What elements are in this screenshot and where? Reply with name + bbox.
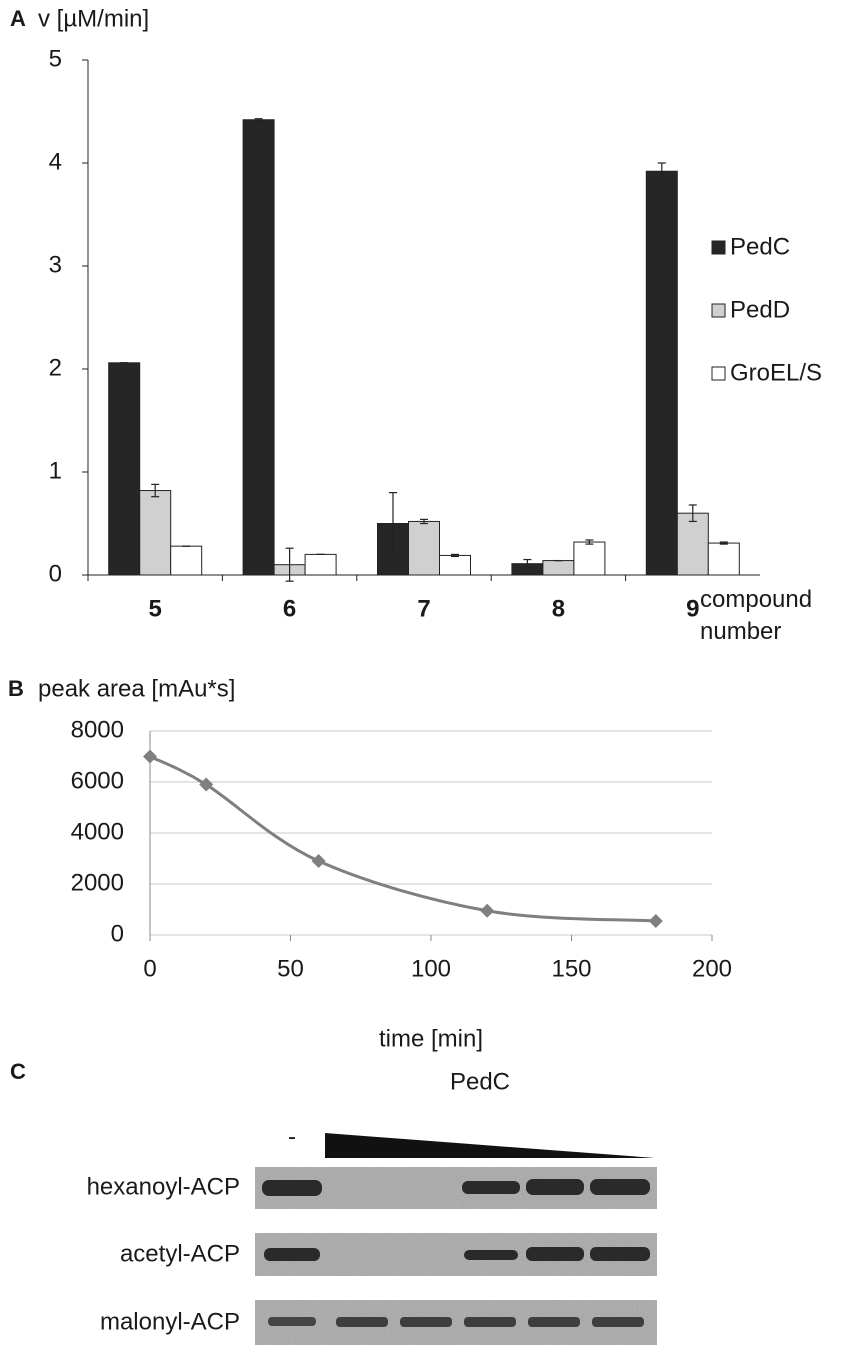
legend-label: GroEL/S [730, 359, 822, 386]
x-tick-label: 200 [692, 955, 732, 982]
error-bar [451, 553, 459, 558]
line [149, 755, 656, 923]
marker [648, 913, 663, 928]
y-tick-label: 5 [49, 45, 62, 72]
legend-swatch [711, 366, 726, 381]
y-tick-label: 2 [49, 354, 62, 381]
control-label: - [288, 1123, 296, 1150]
legend-swatch [711, 303, 726, 318]
error-bar [285, 547, 294, 582]
y-tick-label: 1 [49, 457, 62, 484]
marker [311, 854, 326, 869]
panel-label: A [10, 6, 26, 31]
row-label: malonyl-ACP [100, 1308, 240, 1335]
x-tick-label: 0 [143, 955, 156, 982]
gel-bands [262, 1179, 650, 1327]
y-tick-label: 4000 [71, 818, 124, 845]
legend-label: PedC [730, 233, 790, 260]
y-tick-label: 2000 [71, 869, 124, 896]
bar [408, 520, 440, 576]
y-tick-label: 3 [49, 251, 62, 278]
x-axis-title: time [min] [379, 1025, 483, 1052]
panel-label: C [10, 1059, 26, 1084]
bar [573, 541, 606, 576]
x-tick-label: 50 [277, 955, 304, 982]
x-tick-label: 100 [411, 955, 451, 982]
bar [242, 119, 275, 576]
error-bar [719, 541, 728, 545]
error-bar [389, 492, 397, 556]
error-bar [151, 483, 160, 498]
bar [542, 560, 575, 576]
x-tick-label: 6 [283, 595, 296, 622]
error-bar [254, 118, 263, 122]
gel-title: PedC [450, 1068, 510, 1095]
error-bar [523, 558, 532, 569]
x-tick-label: 9 [686, 595, 699, 622]
y-tick-label: 4 [49, 148, 62, 175]
error-bar [420, 518, 428, 525]
x-axis-title: compound number [700, 586, 813, 645]
row-label: acetyl-ACP [120, 1240, 240, 1267]
bar [439, 554, 471, 576]
y-axis-title: peak area [mAu*s] [38, 675, 235, 702]
bar [676, 512, 709, 576]
bar [170, 545, 203, 576]
row-label: hexanoyl-ACP [87, 1173, 240, 1200]
bar [108, 362, 141, 576]
legend-label: PedD [730, 296, 790, 323]
gel-strips [255, 1167, 657, 1345]
marker [480, 903, 495, 918]
y-axis-title: v [µM/min] [38, 5, 149, 32]
x-tick-label: 150 [551, 955, 591, 982]
error-bar [585, 539, 594, 545]
bar [707, 542, 740, 576]
gradient-triangle [325, 1133, 655, 1158]
bar [304, 553, 337, 576]
legend-swatch [711, 240, 726, 255]
y-tick-label: 0 [49, 560, 62, 587]
x-tick-label: 5 [149, 595, 162, 622]
panel-label: B [8, 676, 24, 701]
y-tick-label: 6000 [71, 767, 124, 794]
marker [143, 749, 157, 764]
bar [139, 490, 172, 576]
x-tick-label: 8 [552, 595, 565, 622]
y-tick-label: 0 [111, 920, 124, 947]
error-bar [688, 504, 697, 523]
marker [199, 777, 214, 792]
bar [645, 170, 678, 576]
y-tick-label: 8000 [71, 716, 124, 743]
x-tick-label: 7 [417, 595, 430, 622]
error-bar [657, 162, 666, 181]
